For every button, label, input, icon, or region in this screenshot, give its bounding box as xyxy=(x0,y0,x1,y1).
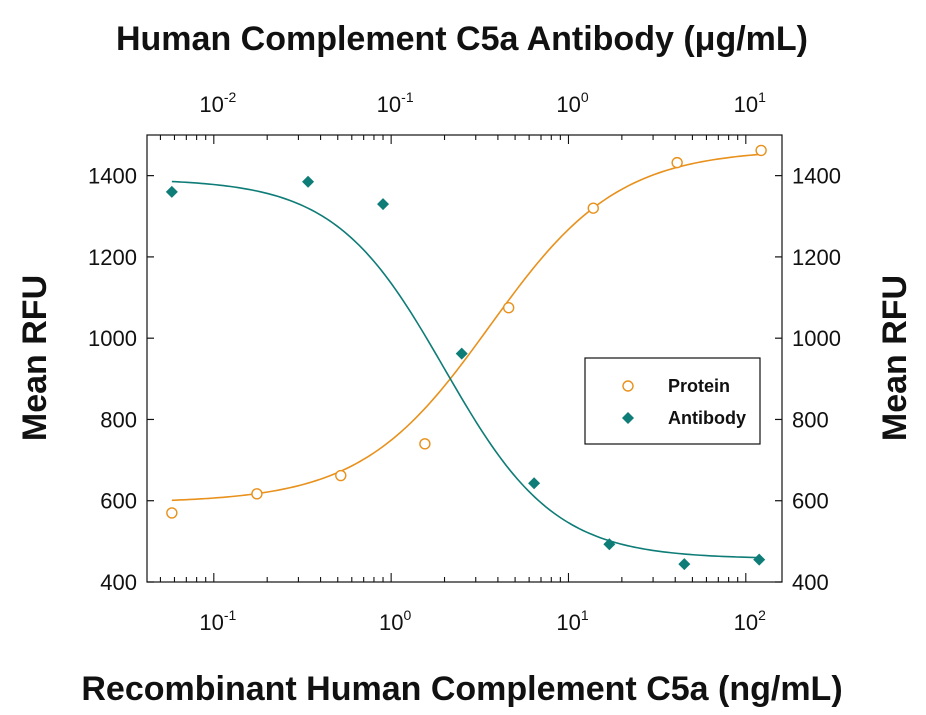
protein-data-point xyxy=(251,488,263,500)
protein-data-point xyxy=(502,302,515,314)
x-bottom-tick-label: 101 xyxy=(556,607,588,635)
y-tick-label-left: 600 xyxy=(100,489,137,514)
legend-protein-label: Protein xyxy=(668,376,730,396)
curves-layer xyxy=(171,153,762,559)
y-tick-label-left: 800 xyxy=(100,407,137,432)
protein-data-point xyxy=(755,144,767,157)
right-axis-title: Mean RFU xyxy=(876,275,914,441)
y-tick-label-right: 800 xyxy=(792,407,829,432)
protein-fit-curve xyxy=(171,153,762,502)
y-tick-label-right: 1200 xyxy=(792,245,841,270)
protein-data-point xyxy=(671,156,683,169)
x-top-tick-label: 10-1 xyxy=(377,89,414,117)
legend-protein-marker xyxy=(622,380,634,392)
x-top-tick-label: 10-2 xyxy=(199,89,236,117)
x-top-tick-label: 100 xyxy=(556,89,588,117)
legend: Protein Antibody xyxy=(584,357,761,445)
antibody-data-point xyxy=(455,347,468,360)
x-bottom-tick-label: 100 xyxy=(379,607,411,635)
x-bottom-tick-label: 10-1 xyxy=(199,607,236,635)
y-tick-label-right: 1000 xyxy=(792,326,841,351)
antibody-data-point xyxy=(528,477,541,490)
y-tick-label-right: 600 xyxy=(792,489,829,514)
left-axis-title: Mean RFU xyxy=(16,275,54,441)
antibody-data-point xyxy=(678,558,691,571)
protein-data-point xyxy=(166,507,178,519)
x-top-tick-label: 101 xyxy=(734,89,766,117)
protein-data-point xyxy=(587,202,599,214)
legend-antibody-marker xyxy=(622,412,634,424)
legend-antibody-label: Antibody xyxy=(668,408,746,428)
y-tick-label-left: 1200 xyxy=(88,245,137,270)
points-layer xyxy=(165,144,767,571)
bottom-axis-title: Recombinant Human Complement C5a (ng/mL) xyxy=(81,670,842,708)
protein-data-point xyxy=(419,438,431,450)
plot-frame xyxy=(146,134,783,583)
ticks-layer: 400 400 600 600 800 800 1000 1000 1200 1200 1400 14… xyxy=(88,89,841,635)
top-axis-title: Human Complement C5a Antibody (μg/mL) xyxy=(116,20,808,58)
antibody-data-point xyxy=(753,553,766,566)
y-tick-label-left: 1000 xyxy=(88,326,137,351)
antibody-data-point xyxy=(377,198,390,211)
antibody-data-point xyxy=(302,175,315,188)
protein-data-point xyxy=(335,469,347,482)
antibody-fit-curve xyxy=(171,180,760,559)
y-tick-label-right: 400 xyxy=(792,570,829,595)
y-tick-label-right: 1400 xyxy=(792,164,841,189)
x-bottom-tick-label: 102 xyxy=(734,607,766,635)
antibody-data-point xyxy=(603,538,616,551)
y-tick-label-left: 400 xyxy=(100,570,137,595)
y-tick-label-left: 1400 xyxy=(88,164,137,189)
antibody-data-point xyxy=(165,185,178,198)
legend-box xyxy=(584,357,761,445)
